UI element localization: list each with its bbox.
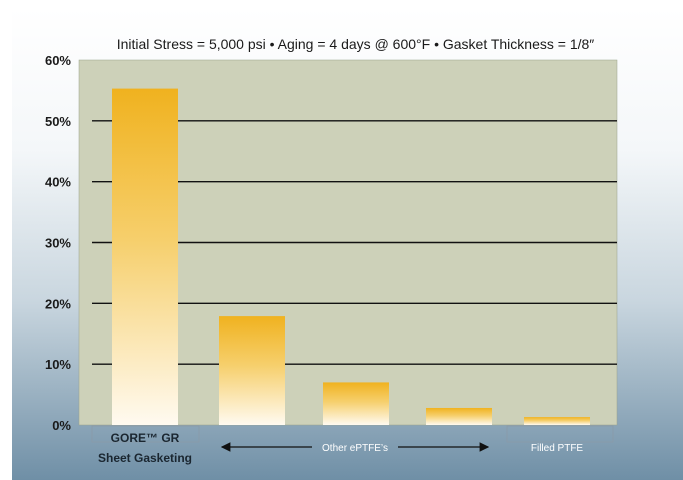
bar-5 — [524, 417, 590, 425]
chart-title: Initial Stress = 5,000 psi • Aging = 4 d… — [116, 36, 595, 52]
gore-label-line1: GORE™ GR — [111, 431, 180, 445]
grid-lines — [92, 120, 617, 365]
y-tick-label: 50% — [45, 114, 71, 129]
y-tick-label: 30% — [45, 236, 71, 251]
bar-4 — [426, 407, 492, 425]
bar-3 — [323, 382, 389, 425]
bar-2 — [219, 316, 285, 425]
filled-ptfe-label: Filled PTFE — [531, 443, 584, 454]
bars — [112, 88, 590, 425]
other-eptfe-label: Other ePTFE’s — [322, 443, 388, 454]
bar-1 — [112, 88, 178, 425]
category-labels: GORE™ GR Sheet Gasketing Other ePTFE’s F… — [91, 425, 614, 465]
gore-label-box — [91, 425, 200, 443]
y-axis-ticks: 0% 10% 20% 30% 40% 50% 60% — [45, 53, 71, 433]
y-tick-label: 10% — [45, 357, 71, 372]
gore-label-line2: Sheet Gasketing — [98, 451, 192, 465]
y-tick-label: 0% — [52, 418, 71, 433]
y-tick-label: 40% — [45, 175, 71, 190]
y-tick-label: 60% — [45, 53, 71, 68]
y-tick-label: 20% — [45, 296, 71, 311]
filled-label-box — [506, 425, 614, 443]
